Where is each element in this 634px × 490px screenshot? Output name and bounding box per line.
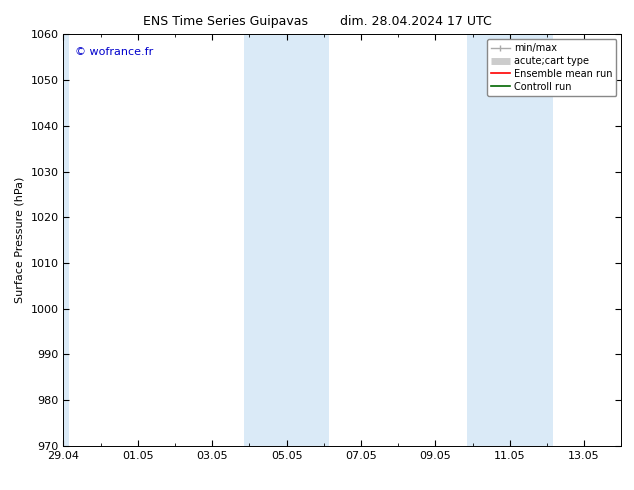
Text: © wofrance.fr: © wofrance.fr: [75, 47, 153, 57]
Bar: [58, 34, 69, 446]
Bar: [244, 34, 329, 446]
Legend: min/max, acute;cart type, Ensemble mean run, Controll run: min/max, acute;cart type, Ensemble mean …: [487, 39, 616, 96]
Text: ENS Time Series Guipavas        dim. 28.04.2024 17 UTC: ENS Time Series Guipavas dim. 28.04.2024…: [143, 15, 491, 28]
Bar: [467, 34, 552, 446]
Y-axis label: Surface Pressure (hPa): Surface Pressure (hPa): [15, 177, 25, 303]
